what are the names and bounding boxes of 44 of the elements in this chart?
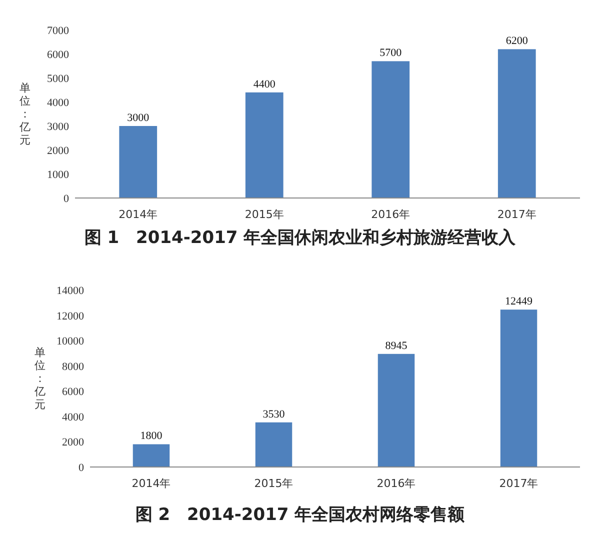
y-tick-label: 3000 <box>47 121 70 133</box>
bar <box>498 49 536 198</box>
y-tick-label: 7000 <box>47 25 70 37</box>
data-label: 4400 <box>253 78 276 90</box>
x-tick-label: 2016年 <box>376 477 416 490</box>
data-label: 6200 <box>506 35 528 48</box>
bar <box>245 92 284 198</box>
text: 图 1 2014-2017 年全国休闲农业和乡村旅游经营收入 <box>84 228 517 248</box>
x-tick-label: 2017年 <box>497 208 536 221</box>
y-tick-label: 2000 <box>47 145 70 157</box>
bar <box>255 422 292 467</box>
data-label: 12449 <box>505 296 533 308</box>
y-tick-label: 12000 <box>56 310 84 322</box>
x-tick-label: 2014年 <box>118 208 158 221</box>
y-tick-label: 5000 <box>47 73 70 85</box>
bar <box>132 444 170 467</box>
y-tick-label: 4000 <box>62 411 84 424</box>
bar <box>378 354 415 467</box>
y-tick-label: 0 <box>78 462 84 474</box>
y-tick-label: 2000 <box>62 436 84 449</box>
x-tick-label: 2015年 <box>254 477 294 490</box>
x-tick-label: 2016年 <box>371 208 410 221</box>
x-tick-label: 2014年 <box>132 477 171 490</box>
y-tick-label: 6000 <box>47 49 70 61</box>
text: 图 2 2014-2017 年全国农村网络零售额 <box>135 505 466 525</box>
data-label: 8945 <box>385 340 408 352</box>
y-tick-label: 0 <box>64 193 70 205</box>
y-tick-label: 10000 <box>56 336 84 348</box>
data-label: 5700 <box>380 47 402 60</box>
y-axis-title: 单位：亿元 <box>18 82 30 146</box>
bar <box>500 310 538 467</box>
x-tick-label: 2015年 <box>244 208 284 221</box>
data-label: 3000 <box>127 112 150 124</box>
data-label: 3530 <box>262 408 286 420</box>
y-tick-label: 14000 <box>56 285 84 297</box>
y-tick-label: 8000 <box>62 360 84 373</box>
bar <box>119 126 158 198</box>
y-tick-label: 6000 <box>62 386 84 398</box>
bar <box>372 61 410 198</box>
y-tick-label: 1000 <box>47 169 70 181</box>
y-tick-label: 4000 <box>47 97 70 109</box>
x-tick-label: 2017年 <box>499 477 538 490</box>
data-label: 1800 <box>140 430 163 442</box>
y-axis-title: 单位：亿元 <box>34 346 46 411</box>
